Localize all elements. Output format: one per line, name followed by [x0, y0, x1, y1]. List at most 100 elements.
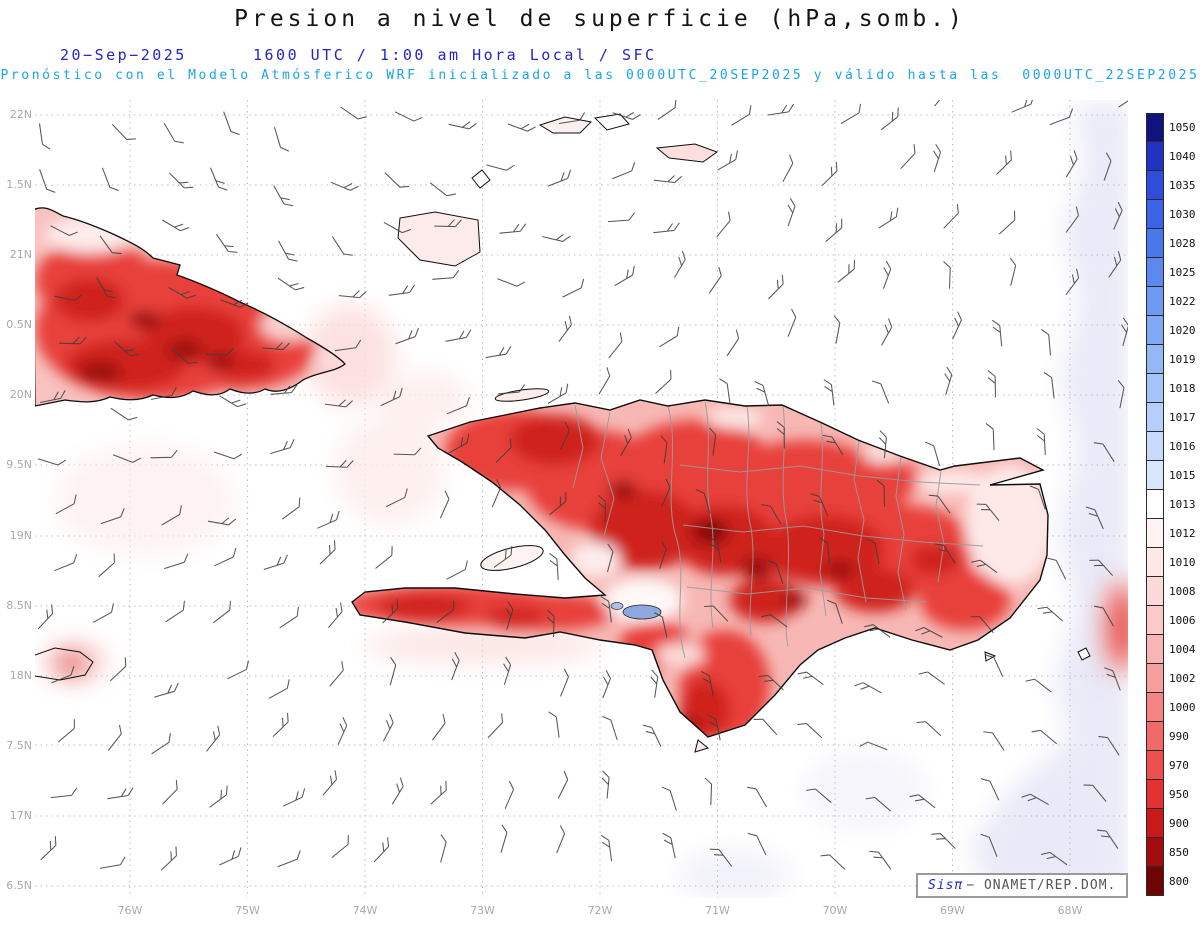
wind-barb [277, 850, 301, 868]
wind-barb [1098, 735, 1120, 756]
colorbar-swatch [1146, 519, 1164, 548]
wind-barb [451, 652, 460, 681]
wind-barb [1040, 851, 1068, 866]
offshore-low-shading [45, 305, 1128, 682]
wind-barb [279, 607, 299, 629]
wind-barb [600, 595, 612, 623]
wind-barb [212, 600, 231, 624]
colorbar-value: 1013 [1169, 498, 1196, 511]
credit-system-name: Sisπ [928, 878, 964, 893]
wind-barb [987, 370, 997, 398]
wind-barb [227, 660, 250, 680]
wind-barb [1113, 201, 1123, 230]
wind-barb [210, 167, 228, 191]
lat-tick-label: 18N [9, 668, 32, 682]
wind-barb [661, 786, 677, 811]
wind-barb [99, 235, 122, 255]
wind-barb [57, 719, 75, 743]
colorbar-level: 900 [1146, 809, 1196, 838]
wind-barb [560, 421, 570, 450]
wind-barb [37, 604, 54, 630]
wind-barb [998, 210, 1016, 235]
wind-barb [943, 203, 959, 229]
wind-barb [40, 836, 57, 861]
wind-barb [92, 603, 114, 623]
colorbar-level: 1000 [1146, 693, 1196, 722]
forecast-valid-time: 1600 UTC / 1:00 am Hora Local / SFC [253, 46, 657, 64]
wind-barb [388, 284, 416, 296]
lon-tick-label: 75W [235, 904, 260, 917]
lat-tick-label: 9.5N [6, 458, 32, 472]
wind-barb [150, 449, 178, 459]
page-title: Presion a nivel de superficie (hPa,somb.… [234, 6, 966, 32]
wind-barb [1037, 606, 1064, 622]
wind-barb [505, 601, 514, 630]
wind-barb [99, 856, 126, 869]
wind-barb [746, 786, 768, 808]
colorbar-value: 950 [1169, 788, 1189, 801]
wind-barb [272, 712, 289, 737]
wind-barb [507, 123, 536, 132]
wind-barb [820, 854, 846, 870]
wind-barb [556, 825, 566, 854]
wind-barb [925, 441, 941, 467]
wind-barb [864, 624, 891, 638]
colorbar-level: 1018 [1146, 374, 1196, 403]
wind-barb [991, 319, 1003, 347]
wind-barb [263, 554, 288, 571]
wind-barb [806, 788, 832, 804]
wind-barb [709, 427, 717, 456]
wind-barb [334, 339, 362, 352]
forecast-date: 20−Sep−2025 [60, 46, 187, 64]
wind-barb [620, 428, 632, 457]
wind-barb [854, 682, 882, 694]
wind-barb [542, 233, 571, 242]
wind-barb [107, 787, 134, 800]
wind-barb [107, 724, 122, 751]
wind-barb [549, 492, 567, 516]
lat-tick-label: 6.5N [6, 878, 32, 892]
wind-barb [165, 600, 185, 623]
wind-barb [331, 236, 353, 256]
wind-barbs [37, 100, 1128, 871]
lat-tick-label: 17N [9, 808, 32, 822]
wind-barb [971, 559, 998, 574]
wind-barb [673, 250, 686, 278]
wind-barb [375, 546, 393, 569]
wind-barb [39, 169, 56, 193]
lat-tick-label: 20N [9, 388, 32, 402]
colorbar-level: 950 [1146, 780, 1196, 809]
wind-barb [822, 434, 844, 456]
wind-barb [54, 553, 78, 572]
wind-barb [440, 834, 447, 863]
colorbar-level: 1008 [1146, 577, 1196, 606]
wind-barb [112, 454, 142, 463]
wind-barb [504, 780, 514, 809]
wind-barb [865, 796, 892, 812]
wind-barb [655, 370, 672, 394]
wind-barb [340, 106, 367, 120]
colorbar-swatch [1146, 287, 1164, 316]
colorbar-swatch [1146, 374, 1164, 403]
wind-barb [1093, 442, 1115, 462]
wind-barb [661, 478, 671, 507]
wind-barb [608, 332, 623, 359]
wind-barb [557, 770, 569, 799]
colorbar-value: 970 [1169, 759, 1189, 772]
wind-barb [337, 716, 348, 745]
colorbar-swatch [1146, 577, 1164, 606]
lat-tick-label: 8.5N [6, 598, 32, 612]
wind-barb [654, 612, 668, 638]
wind-barb [38, 123, 51, 150]
wind-barb [562, 278, 585, 298]
wind-barb [642, 724, 662, 747]
inagua-island [397, 211, 481, 267]
wind-barb [600, 834, 613, 862]
wind-barb [206, 725, 221, 752]
wind-barb [709, 848, 733, 867]
wind-barb [55, 494, 77, 515]
wind-barb [915, 627, 943, 638]
wind-barb [487, 713, 504, 739]
colorbar-swatch [1146, 867, 1164, 896]
colorbar-level: 1022 [1146, 287, 1196, 316]
